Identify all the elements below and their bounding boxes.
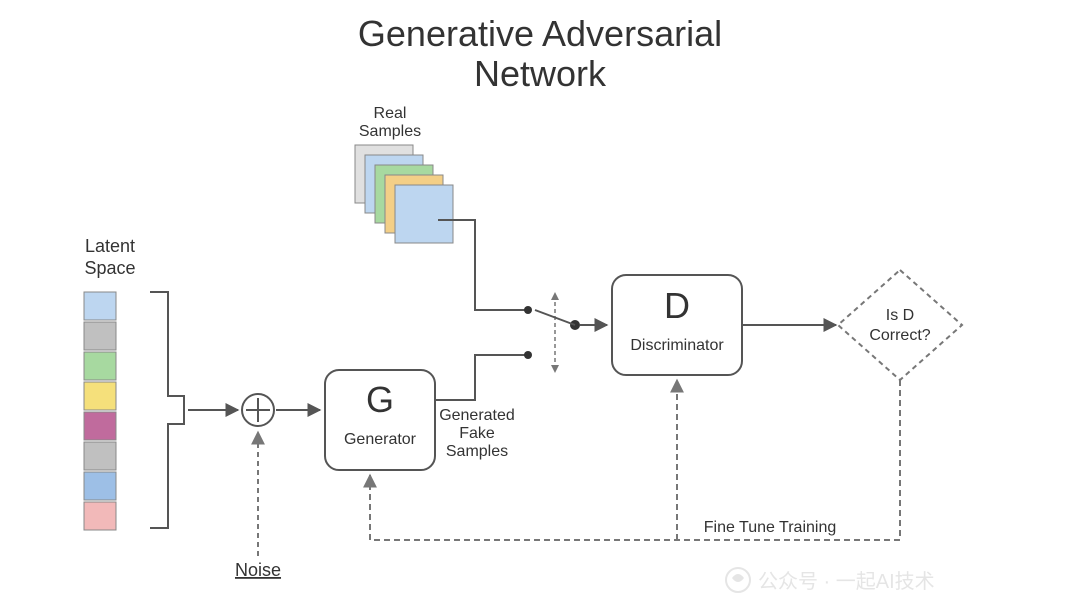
decision-l2: Correct? <box>869 327 930 344</box>
decision-l1: Is D <box>886 307 914 324</box>
latent-cell <box>84 322 116 350</box>
line-g-output <box>435 355 525 400</box>
title-line1: Generative Adversarial <box>358 13 722 54</box>
real-sample-card <box>395 185 453 243</box>
latent-cell <box>84 502 116 530</box>
latent-cell <box>84 472 116 500</box>
plus-node <box>242 394 274 426</box>
discriminator-label: Discriminator <box>630 337 724 354</box>
latent-label-2: Space <box>84 258 135 278</box>
decision-diamond <box>838 270 962 380</box>
latent-cell <box>84 442 116 470</box>
title-line2: Network <box>474 53 607 94</box>
real-l2: Samples <box>359 123 421 140</box>
generated-l1: Generated <box>439 407 515 424</box>
latent-label-1: Latent <box>85 236 135 256</box>
gan-diagram: Generative Adversarial Network Latent Sp… <box>0 0 1080 616</box>
generated-l3: Samples <box>446 443 508 460</box>
fine-tune-label: Fine Tune Training <box>704 519 837 536</box>
latent-cell <box>84 412 116 440</box>
noise-label: Noise <box>235 560 281 580</box>
real-samples-stack <box>355 145 453 243</box>
svg-text:公众号 · 一起AI技术: 公众号 · 一起AI技术 <box>758 570 935 593</box>
dot-real-branch <box>524 306 532 314</box>
feedback-to-generator <box>370 380 900 540</box>
generator-label: Generator <box>344 431 417 448</box>
generator-letter: G <box>366 379 394 420</box>
latent-bracket <box>150 292 184 528</box>
generated-l2: Fake <box>459 425 495 442</box>
latent-cell <box>84 292 116 320</box>
dot-fake-branch <box>524 351 532 359</box>
real-l1: Real <box>374 105 407 122</box>
latent-cell <box>84 352 116 380</box>
switch <box>535 292 580 373</box>
latent-cell <box>84 382 116 410</box>
latent-space-cells <box>84 292 116 530</box>
discriminator-letter: D <box>664 285 690 326</box>
watermark: 公众号 · 一起AI技术 <box>726 568 935 593</box>
